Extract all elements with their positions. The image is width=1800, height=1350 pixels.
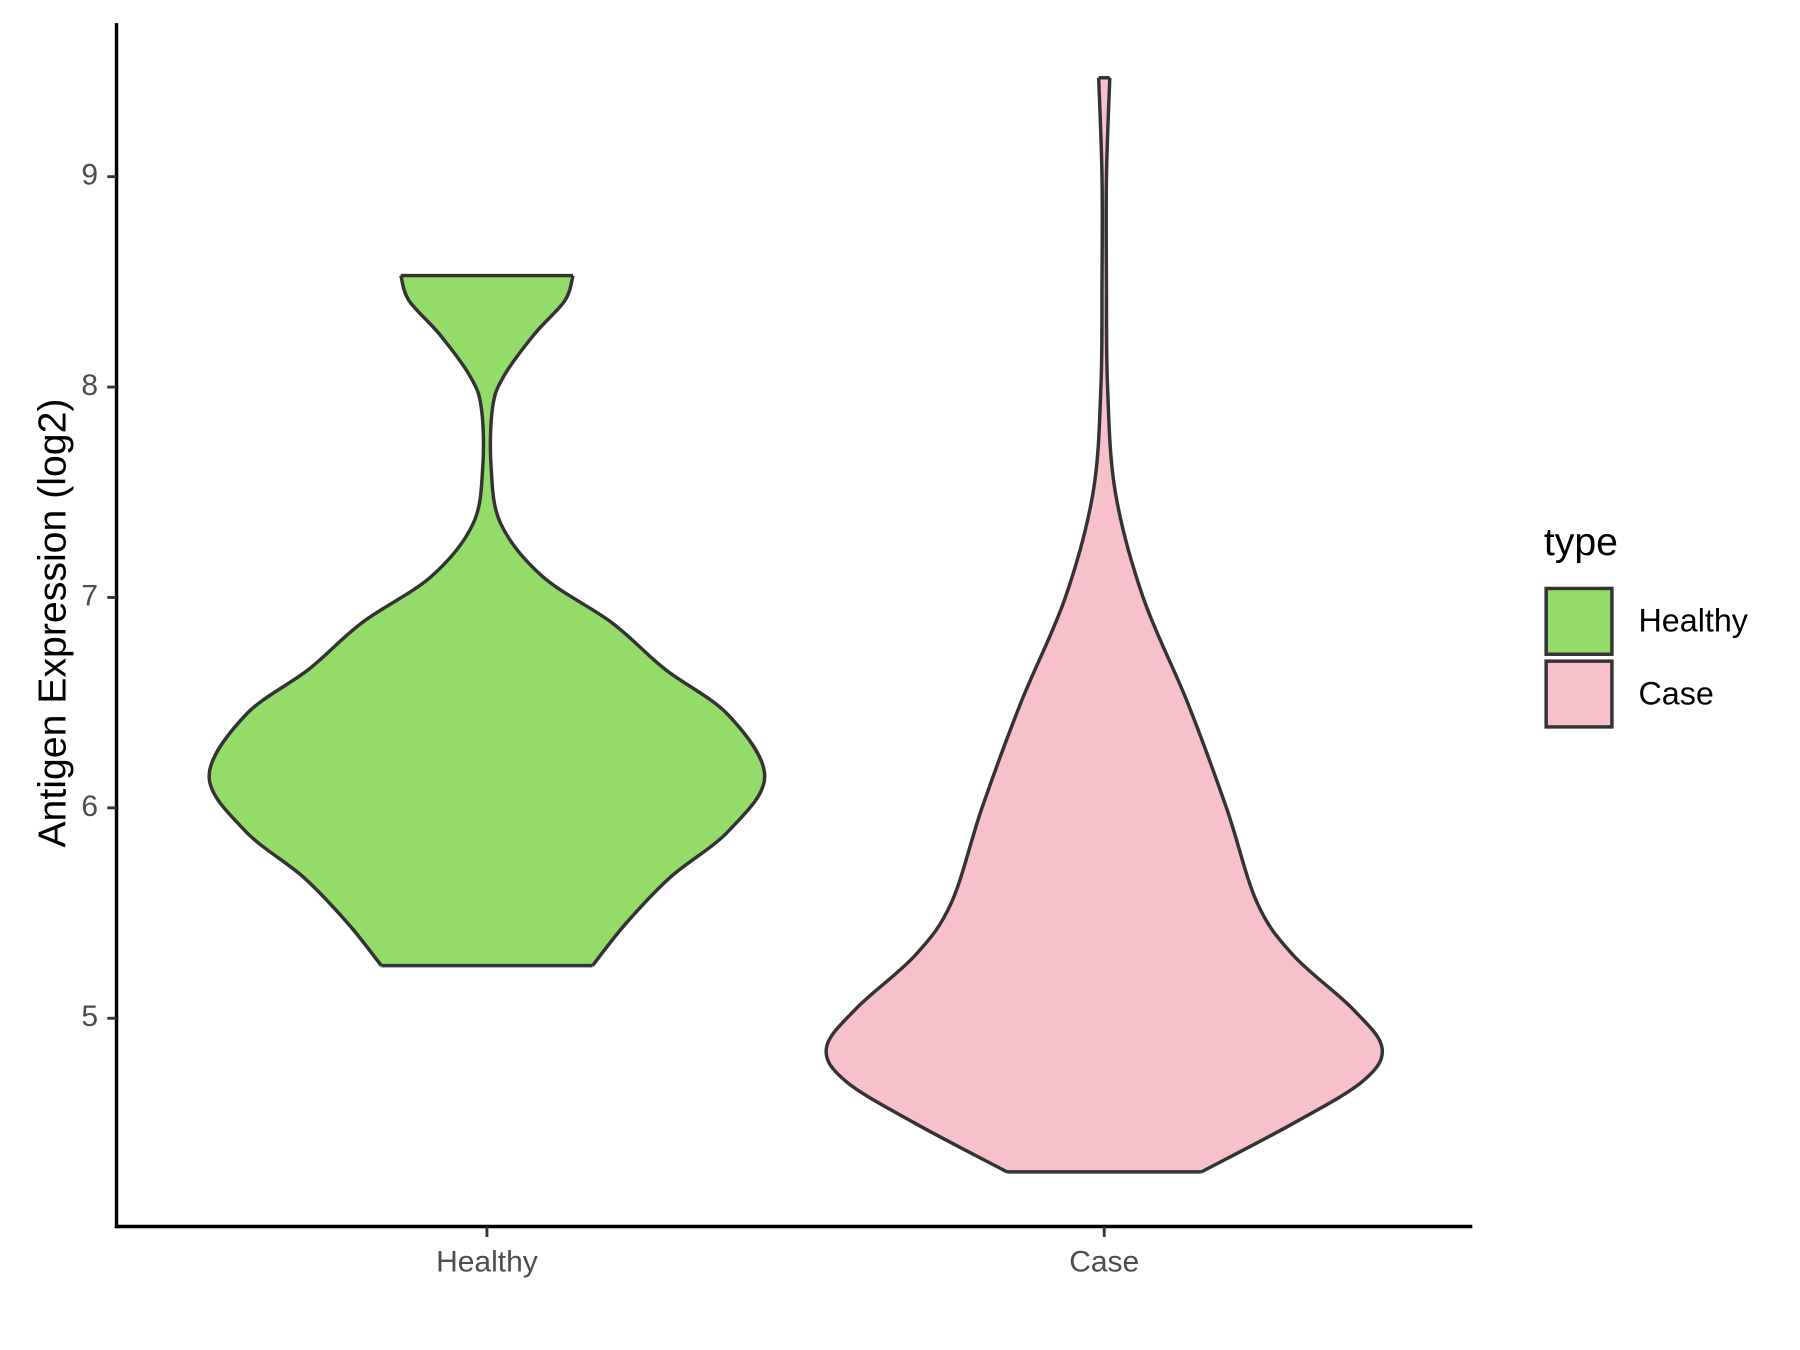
y-axis-title: Antigen Expression (log2) xyxy=(31,399,75,848)
legend-title: type xyxy=(1544,520,1618,564)
y-tick-label: 6 xyxy=(81,790,98,823)
legend-label: Healthy xyxy=(1638,603,1748,639)
y-tick-label: 5 xyxy=(81,1000,98,1033)
violin-outline-right xyxy=(488,275,767,967)
violin-outline-right xyxy=(1104,77,1385,1174)
violin-fill xyxy=(209,275,765,966)
violin-fill xyxy=(826,77,1383,1172)
violin-outline-left xyxy=(824,77,1105,1174)
legend-key xyxy=(1544,659,1614,729)
legend-label: Case xyxy=(1638,675,1713,711)
x-tick-label: Case xyxy=(1069,1245,1139,1278)
x-tick-label: Healthy xyxy=(436,1245,538,1278)
y-tick-label: 8 xyxy=(81,369,98,402)
y-tick-label: 7 xyxy=(81,579,98,612)
y-tick-label: 9 xyxy=(81,159,98,192)
legend-key xyxy=(1544,586,1614,656)
violin-outline-left xyxy=(207,275,486,967)
